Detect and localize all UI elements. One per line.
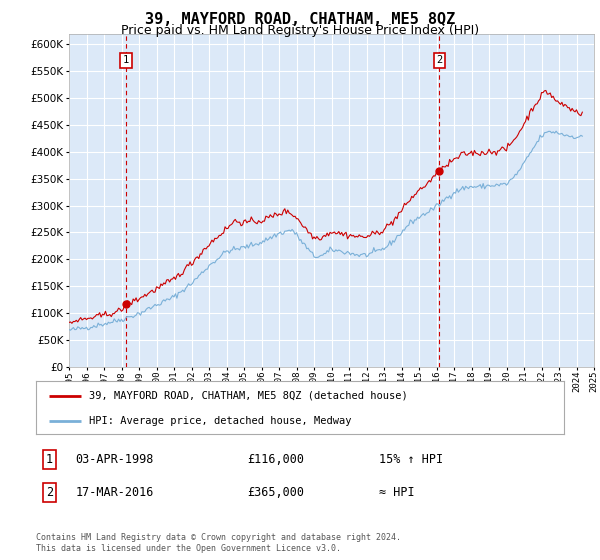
Text: 1: 1 <box>46 453 53 466</box>
Text: 2: 2 <box>436 55 443 66</box>
Text: Price paid vs. HM Land Registry's House Price Index (HPI): Price paid vs. HM Land Registry's House … <box>121 24 479 37</box>
Text: HPI: Average price, detached house, Medway: HPI: Average price, detached house, Medw… <box>89 416 352 426</box>
Text: 39, MAYFORD ROAD, CHATHAM, ME5 8QZ: 39, MAYFORD ROAD, CHATHAM, ME5 8QZ <box>145 12 455 27</box>
Text: 1: 1 <box>123 55 129 66</box>
Text: 15% ↑ HPI: 15% ↑ HPI <box>379 453 443 466</box>
Text: 39, MAYFORD ROAD, CHATHAM, ME5 8QZ (detached house): 39, MAYFORD ROAD, CHATHAM, ME5 8QZ (deta… <box>89 391 407 401</box>
Text: ≈ HPI: ≈ HPI <box>379 486 415 500</box>
Text: Contains HM Land Registry data © Crown copyright and database right 2024.
This d: Contains HM Land Registry data © Crown c… <box>36 533 401 553</box>
Text: £365,000: £365,000 <box>247 486 304 500</box>
Text: 03-APR-1998: 03-APR-1998 <box>76 453 154 466</box>
Text: 17-MAR-2016: 17-MAR-2016 <box>76 486 154 500</box>
Text: £116,000: £116,000 <box>247 453 304 466</box>
Text: 2: 2 <box>46 486 53 500</box>
